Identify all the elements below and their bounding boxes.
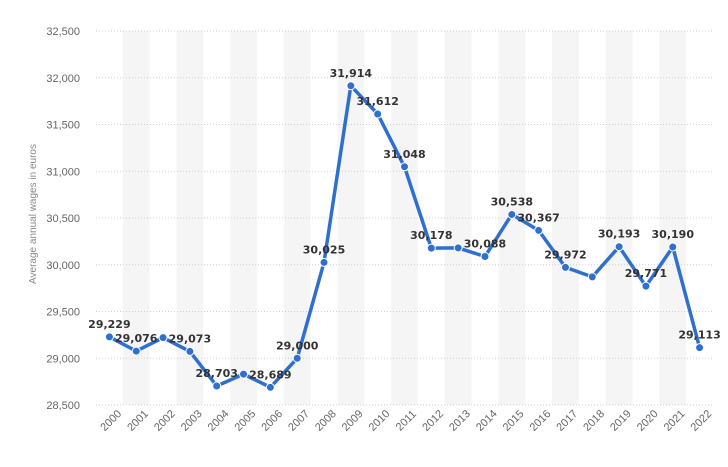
column-band: [444, 31, 472, 405]
data-label: 29,972: [544, 248, 586, 261]
data-point: [185, 346, 195, 356]
data-label: 30,025: [303, 243, 345, 256]
x-tick-label: 2008: [313, 408, 339, 434]
data-point: [695, 343, 705, 353]
x-tick-label: 2000: [98, 408, 124, 434]
x-tick-label: 2019: [608, 408, 634, 434]
x-tick-label: 2020: [635, 408, 661, 434]
data-point: [239, 369, 249, 379]
data-point: [534, 225, 544, 235]
data-label: 30,193: [598, 228, 640, 241]
x-tick-label: 2016: [528, 408, 554, 434]
data-label: 31,612: [356, 95, 398, 108]
x-tick-label: 2018: [581, 408, 607, 434]
data-point: [158, 333, 168, 343]
y-tick-label: 32,500: [46, 26, 80, 38]
data-label: 30,178: [410, 229, 452, 242]
data-point: [587, 272, 597, 282]
x-tick-label: 2021: [662, 408, 688, 434]
y-tick-label: 28,500: [46, 400, 80, 412]
y-axis-ticks: 28,500 29,000 29,500 30,000 30,500 31,000 31,5…: [46, 26, 80, 412]
data-point: [641, 281, 651, 291]
data-point: [346, 81, 356, 91]
y-tick-label: 31,000: [46, 166, 80, 178]
x-tick-label: 2015: [501, 408, 527, 434]
x-tick-label: 2005: [233, 408, 259, 434]
x-tick-label: 2004: [206, 408, 232, 434]
x-tick-label: 2009: [340, 408, 366, 434]
data-label: 29,771: [625, 267, 667, 280]
x-axis-ticks: 2000 2001 2002 2003 2004 2005 2006 2007 2008 2009…: [98, 408, 714, 434]
data-label: 30,088: [464, 238, 506, 251]
data-label: 29,076: [115, 332, 158, 345]
data-point: [560, 262, 570, 272]
data-label: 31,048: [383, 148, 425, 161]
data-label: 29,229: [88, 318, 130, 331]
data-point: [400, 162, 409, 172]
data-point: [292, 353, 302, 363]
data-label: 29,000: [276, 339, 319, 352]
x-tick-label: 2012: [420, 408, 446, 434]
x-tick-label: 2013: [447, 408, 473, 434]
column-band: [605, 31, 633, 405]
data-point: [426, 243, 436, 253]
x-tick-label: 2017: [554, 408, 580, 434]
x-tick-label: 2011: [394, 408, 419, 433]
data-point: [480, 252, 490, 262]
y-tick-label: 30,500: [46, 213, 80, 225]
data-label: 30,367: [517, 211, 559, 224]
x-tick-label: 2003: [179, 408, 205, 434]
data-point: [453, 243, 463, 253]
data-label: 31,914: [330, 67, 373, 80]
x-tick-label: 2002: [152, 408, 178, 434]
data-label: 30,190: [652, 228, 695, 241]
data-point: [265, 382, 275, 392]
data-label: 29,073: [169, 332, 211, 345]
data-point: [614, 242, 624, 252]
y-axis-label: Average annual wages in euros: [28, 144, 39, 284]
data-point: [319, 257, 329, 267]
column-band: [552, 31, 579, 405]
y-tick-label: 30,000: [46, 260, 80, 272]
data-point: [104, 332, 114, 342]
x-tick-label: 2022: [689, 408, 715, 434]
column-band: [122, 31, 150, 405]
y-tick-label: 31,500: [46, 120, 80, 132]
data-point: [373, 109, 383, 119]
data-label: 30,538: [491, 195, 533, 208]
gridlines: [96, 30, 713, 406]
x-tick-label: 2001: [125, 408, 151, 434]
x-tick-label: 2014: [474, 408, 500, 434]
data-label: 29,113: [678, 329, 720, 342]
data-label: 28,689: [249, 368, 291, 381]
data-point: [507, 209, 517, 219]
data-point: [212, 381, 222, 391]
y-tick-label: 32,000: [46, 73, 80, 85]
x-tick-label: 2010: [367, 408, 393, 434]
column-bands: [122, 31, 687, 405]
data-point: [131, 346, 141, 356]
column-band: [391, 31, 418, 405]
data-point: [668, 242, 678, 252]
y-tick-label: 29,000: [46, 353, 80, 365]
x-tick-label: 2007: [286, 408, 312, 434]
series-points: [104, 81, 705, 392]
y-tick-label: 29,500: [46, 307, 80, 319]
data-label: 28,703: [195, 367, 237, 380]
x-tick-label: 2006: [259, 408, 285, 434]
